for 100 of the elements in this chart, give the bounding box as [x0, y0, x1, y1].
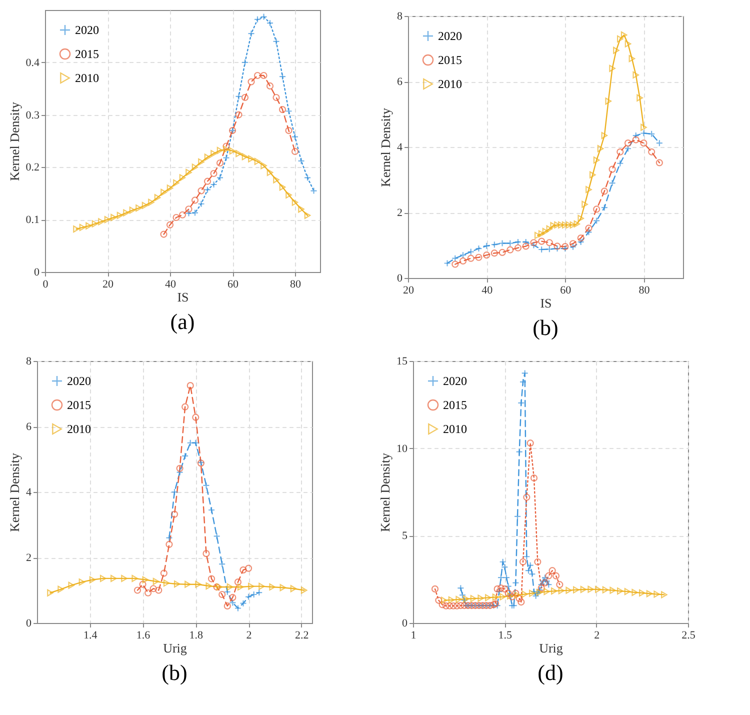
legend-label: 2015: [443, 398, 467, 412]
point: [500, 593, 506, 600]
point: [496, 588, 503, 596]
point: [240, 600, 247, 607]
point: [79, 224, 86, 232]
point: [459, 257, 467, 265]
point: [577, 234, 584, 242]
point: [198, 158, 204, 166]
point: [526, 562, 534, 569]
point: [204, 154, 211, 161]
point: [616, 35, 624, 42]
point: [490, 250, 498, 257]
x-tick-label: 1.8: [189, 630, 204, 642]
point: [121, 574, 128, 582]
point: [260, 162, 267, 170]
point: [116, 212, 124, 219]
point: [534, 232, 541, 239]
point: [166, 221, 174, 228]
point: [170, 510, 178, 518]
point: [213, 532, 220, 540]
y-axis-title: Kernel Density: [378, 452, 392, 532]
point: [179, 174, 186, 182]
point: [446, 602, 454, 610]
point: [142, 576, 149, 584]
x-tick-label: 2: [246, 630, 252, 642]
point: [566, 586, 572, 594]
point: [514, 512, 522, 520]
y-tick-label: 2: [26, 552, 32, 564]
y-tick-label: 0.1: [26, 214, 40, 226]
legend-label: 2020: [75, 23, 99, 37]
point: [577, 238, 584, 246]
point: [166, 184, 174, 192]
point: [224, 588, 231, 596]
point: [632, 132, 640, 140]
point: [210, 150, 217, 158]
text: (a): [170, 309, 195, 334]
point: [501, 585, 508, 592]
y-axis-title: Kernel Density: [378, 107, 393, 188]
point: [223, 146, 230, 153]
point: [558, 587, 565, 594]
point: [291, 148, 299, 156]
point: [254, 72, 262, 80]
y-tick-label: 4: [397, 142, 403, 154]
point: [186, 439, 194, 446]
point: [258, 582, 265, 590]
point: [248, 30, 255, 38]
point: [566, 221, 572, 228]
point: [218, 590, 226, 598]
point: [530, 242, 538, 249]
point: [624, 140, 632, 147]
point: [272, 94, 280, 102]
point: [241, 58, 249, 66]
point: [470, 594, 477, 602]
point: [172, 214, 180, 222]
point: [656, 159, 663, 166]
point: [580, 586, 587, 594]
point: [450, 602, 457, 610]
point: [582, 200, 588, 208]
point: [173, 179, 180, 186]
point: [206, 582, 212, 590]
y-tick-label: 10: [396, 442, 408, 455]
point: [453, 602, 461, 610]
point: [562, 221, 568, 228]
point: [648, 148, 656, 156]
y-tick-label: 15: [396, 356, 408, 368]
point: [244, 564, 252, 572]
point: [538, 230, 545, 238]
point: [456, 596, 462, 603]
point: [570, 221, 576, 228]
x-tick-label: 2.2: [295, 630, 309, 642]
point: [632, 588, 638, 596]
point: [174, 580, 180, 588]
point: [512, 579, 520, 586]
point: [229, 599, 236, 606]
point: [613, 46, 620, 54]
point: [198, 187, 205, 194]
point: [523, 494, 530, 501]
y-tick-label: 0: [34, 266, 40, 278]
point: [516, 595, 523, 602]
y-tick-label: 0.3: [26, 109, 40, 122]
point: [213, 583, 220, 591]
point: [98, 218, 104, 226]
x-tick-label: 1: [410, 630, 416, 642]
point: [585, 228, 592, 236]
point: [516, 448, 523, 456]
point: [610, 586, 616, 594]
point: [521, 370, 528, 377]
point: [530, 239, 538, 246]
point: [186, 168, 192, 176]
point: [545, 572, 552, 580]
point: [569, 240, 577, 248]
point: [452, 260, 459, 268]
point: [152, 578, 160, 585]
y-tick-label: 2: [397, 207, 402, 219]
y-tick-label: 0.2: [26, 162, 40, 174]
point: [616, 160, 624, 167]
point: [546, 225, 553, 232]
point: [222, 142, 230, 150]
x-tick-label: 1.5: [498, 630, 513, 642]
point: [300, 586, 308, 594]
